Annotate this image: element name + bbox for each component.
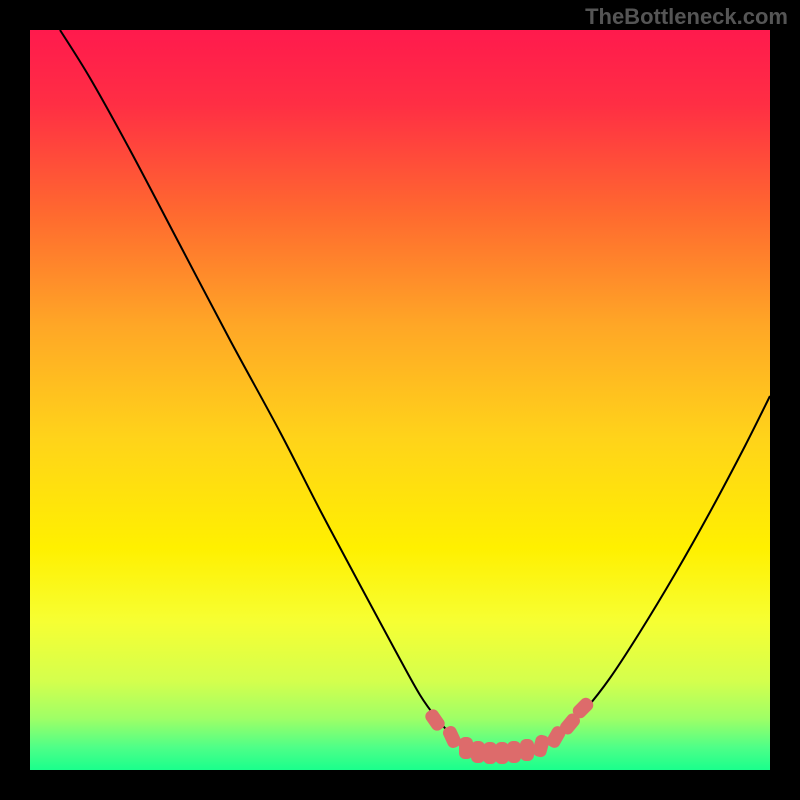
- curve-marker: [520, 739, 534, 761]
- curve-marker: [495, 742, 509, 764]
- curve-marker: [459, 737, 473, 759]
- chart-svg: [0, 0, 800, 800]
- curve-marker: [483, 742, 497, 764]
- watermark-text: TheBottleneck.com: [585, 4, 788, 30]
- curve-marker: [471, 741, 485, 763]
- curve-marker: [507, 741, 521, 763]
